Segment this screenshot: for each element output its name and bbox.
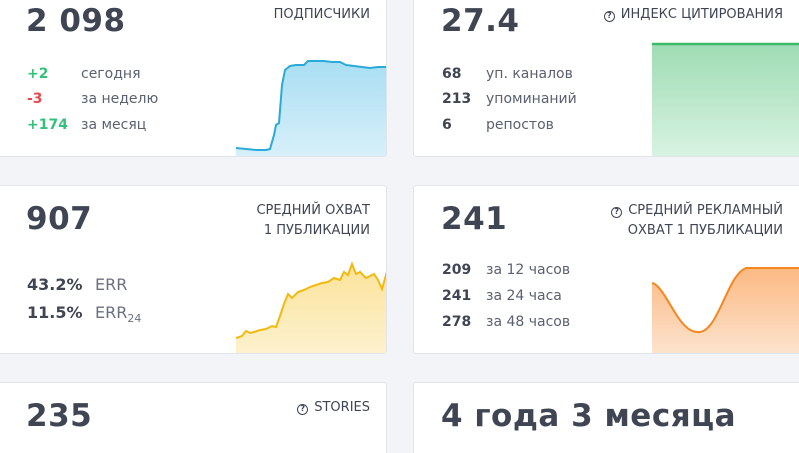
ad-reach-24h: 241 за 24 часа [442, 287, 562, 305]
reach-label: СРЕДНИЙ ОХВАТ 1 ПУБЛИКАЦИИ [256, 201, 370, 241]
ad-reach-label-line1: СРЕДНИЙ РЕКЛАМНЫЙ [628, 203, 783, 218]
err24-num: 11.5% [27, 303, 83, 322]
citation-mentions-num: 213 [442, 91, 472, 107]
stories-value: 235 [26, 398, 93, 434]
stories-label: STORIES [314, 400, 370, 415]
ad-reach-sparkline [652, 267, 799, 353]
stories-card: 235 ? STORIES [0, 382, 387, 453]
subscribers-sparkline [236, 60, 386, 156]
reach-label-line1: СРЕДНИЙ ОХВАТ [256, 203, 370, 218]
err-num: 43.2% [27, 275, 83, 294]
help-circle-icon[interactable]: ? [603, 11, 615, 22]
err24-sub: 24 [127, 312, 142, 326]
ad-reach-label: ? СРЕДНИЙ РЕКЛАМНЫЙ ОХВАТ 1 ПУБЛИКАЦИИ [611, 201, 783, 241]
citation-reposts-text: репостов [486, 117, 554, 133]
ad-reach-12h: 209 за 12 часов [442, 261, 570, 279]
citation-channels-num: 68 [442, 66, 462, 82]
subscribers-today-num: +2 [27, 66, 49, 82]
err24-label: ERR [95, 303, 128, 322]
err24-row: 11.5% ERR24 [27, 304, 141, 328]
subscribers-week: -3 за неделю [27, 90, 158, 108]
citation-mentions: 213 упоминаний [442, 90, 577, 108]
ad-reach-value: 241 [441, 201, 508, 237]
ad-reach-card: 241 ? СРЕДНИЙ РЕКЛАМНЫЙ ОХВАТ 1 ПУБЛИКАЦИ… [413, 185, 799, 354]
reach-card: 907 СРЕДНИЙ ОХВАТ 1 ПУБЛИКАЦИИ 43.2% ERR … [0, 185, 387, 354]
citation-label-wrap: ? ИНДЕКС ЦИТИРОВАНИЯ [603, 5, 783, 25]
citation-mentions-text: упоминаний [486, 91, 577, 107]
ad-reach-48h: 278 за 48 часов [442, 313, 570, 331]
stories-label-wrap: ? STORIES [297, 398, 370, 418]
age-value: 4 года 3 месяца [441, 398, 737, 434]
err-row: 43.2% ERR [27, 276, 127, 294]
ad-reach-12h-num: 209 [442, 262, 472, 278]
ad-reach-12h-text: за 12 часов [486, 262, 571, 278]
subscribers-week-text: за неделю [81, 91, 159, 107]
ad-reach-48h-num: 278 [442, 314, 472, 330]
err-text: ERR [95, 275, 128, 294]
ad-reach-48h-text: за 48 часов [486, 314, 571, 330]
subscribers-month-num: +174 [27, 117, 68, 133]
subscribers-month-text: за месяц [81, 117, 147, 133]
reach-sparkline [236, 261, 386, 353]
subscribers-month: +174 за месяц [27, 116, 146, 134]
subscribers-week-num: -3 [27, 91, 43, 107]
ad-reach-label-line1-wrap: ? СРЕДНИЙ РЕКЛАМНЫЙ [611, 201, 783, 221]
err24-text: ERR24 [95, 303, 142, 326]
reach-label-line2: 1 ПУБЛИКАЦИИ [263, 223, 370, 238]
ad-reach-24h-text: за 24 часа [486, 288, 562, 304]
citation-reposts-num: 6 [442, 117, 452, 133]
citation-channels: 68 уп. каналов [442, 65, 573, 83]
citation-value: 27.4 [441, 3, 520, 39]
help-circle-icon[interactable]: ? [297, 404, 309, 415]
ad-reach-label-line2: ОХВАТ 1 ПУБЛИКАЦИИ [627, 223, 783, 238]
subscribers-label: ПОДПИСЧИКИ [273, 7, 370, 22]
ad-reach-24h-num: 241 [442, 288, 472, 304]
help-circle-icon[interactable]: ? [611, 207, 623, 218]
age-card: 4 года 3 месяца [413, 382, 799, 453]
subscribers-today: +2 сегодня [27, 65, 141, 83]
subscribers-today-text: сегодня [81, 66, 141, 82]
subscribers-value: 2 098 [26, 3, 126, 39]
citation-sparkline [652, 42, 799, 156]
citation-label: ИНДЕКС ЦИТИРОВАНИЯ [620, 7, 783, 22]
reach-value: 907 [26, 201, 93, 237]
subscribers-card: 2 098 ПОДПИСЧИКИ +2 сегодня -3 за неделю +… [0, 0, 387, 157]
citation-channels-text: уп. каналов [486, 66, 573, 82]
citation-reposts: 6 репостов [442, 116, 554, 134]
citation-card: 27.4 ? ИНДЕКС ЦИТИРОВАНИЯ 68 уп. каналов 2… [413, 0, 799, 157]
